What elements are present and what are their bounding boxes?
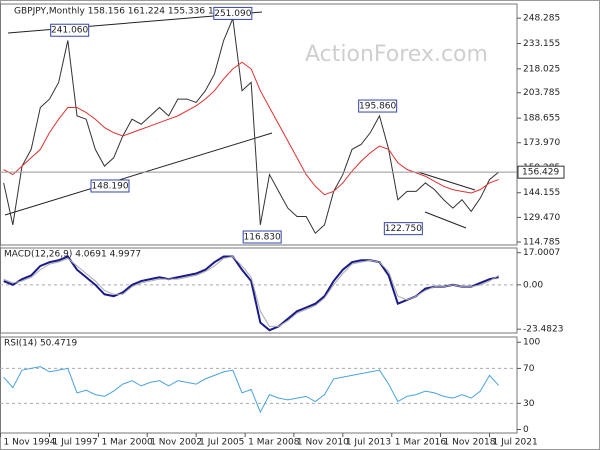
- macd-panel: [0, 247, 518, 334]
- annotation-label: 148.190: [91, 181, 128, 191]
- annotation-box: [358, 99, 398, 113]
- last-price-box: [517, 165, 565, 179]
- x-tick-label: 1 Nov 1994: [4, 438, 56, 448]
- y-tick-label: 203.785: [523, 88, 560, 98]
- annotation-label: 241.060: [51, 26, 88, 36]
- y-tick-label: 100: [523, 338, 540, 348]
- series-line: [3, 61, 499, 196]
- annotation-label: 251.090: [214, 9, 251, 19]
- annotation-box: [242, 230, 282, 244]
- y-tick-label: 30: [523, 399, 535, 409]
- y-tick-label: 0.00: [523, 280, 543, 290]
- series-line: [3, 16, 499, 235]
- annotation-box: [50, 23, 90, 37]
- y-tick-label: 233.155: [523, 39, 560, 49]
- annotation-label: 116.830: [244, 233, 281, 243]
- y-tick-label: 70: [523, 364, 535, 374]
- x-tick-label: 1 Nov 2002: [150, 438, 202, 448]
- rsi-title: RSI(14) 50.4719: [4, 339, 77, 349]
- y-tick-label: -23.4823: [523, 325, 563, 335]
- chart-title: GBPJPY,Monthly 158.156 161.224 155.336 1…: [14, 7, 245, 17]
- trendline: [424, 211, 467, 229]
- trendline: [4, 132, 273, 216]
- x-tick-label: 1 Mar 2008: [248, 438, 300, 448]
- y-tick-label: 248.285: [523, 14, 560, 24]
- y-tick-label: 17.0007: [523, 248, 560, 258]
- x-tick-label: 1 Mar 2016: [395, 438, 447, 448]
- annotation-box: [90, 179, 130, 193]
- x-tick-label: 1 Jul 2005: [199, 438, 244, 448]
- x-tick-label: 1 Nov 2018: [444, 438, 496, 448]
- watermark: ActionForex.com: [305, 42, 488, 67]
- trendline: [417, 171, 476, 191]
- y-tick-label: 144.155: [523, 188, 560, 198]
- x-tick-label: 1 Jul 1997: [53, 438, 98, 448]
- x-tick-label: 1 Mar 2000: [101, 438, 153, 448]
- annotation-box: [213, 6, 253, 20]
- y-tick-label: 0: [523, 425, 529, 435]
- y-tick-label: 114.785: [523, 238, 560, 248]
- x-tick-label: 1 Nov 2010: [297, 438, 349, 448]
- annotation-label: 195.860: [359, 102, 396, 112]
- last-price-label: 156.429: [522, 168, 559, 178]
- y-tick-label: 218.025: [523, 64, 560, 74]
- y-tick-label: 129.470: [523, 213, 560, 223]
- y-tick-label: 173.970: [523, 138, 560, 148]
- series-line: [3, 366, 500, 414]
- annotation-label: 122.750: [385, 224, 422, 234]
- price-panel: [0, 3, 518, 246]
- x-tick-label: 1 Jul 2013: [346, 438, 391, 448]
- macd-title: MACD(12,26,9) 4.0691 4.9977: [4, 250, 141, 260]
- y-tick-label: 188.655: [523, 114, 560, 124]
- rsi-panel: [0, 336, 518, 434]
- series-line: [3, 255, 499, 327]
- x-tick-label: 1 Jul 2021: [493, 438, 538, 448]
- annotation-box: [383, 222, 423, 236]
